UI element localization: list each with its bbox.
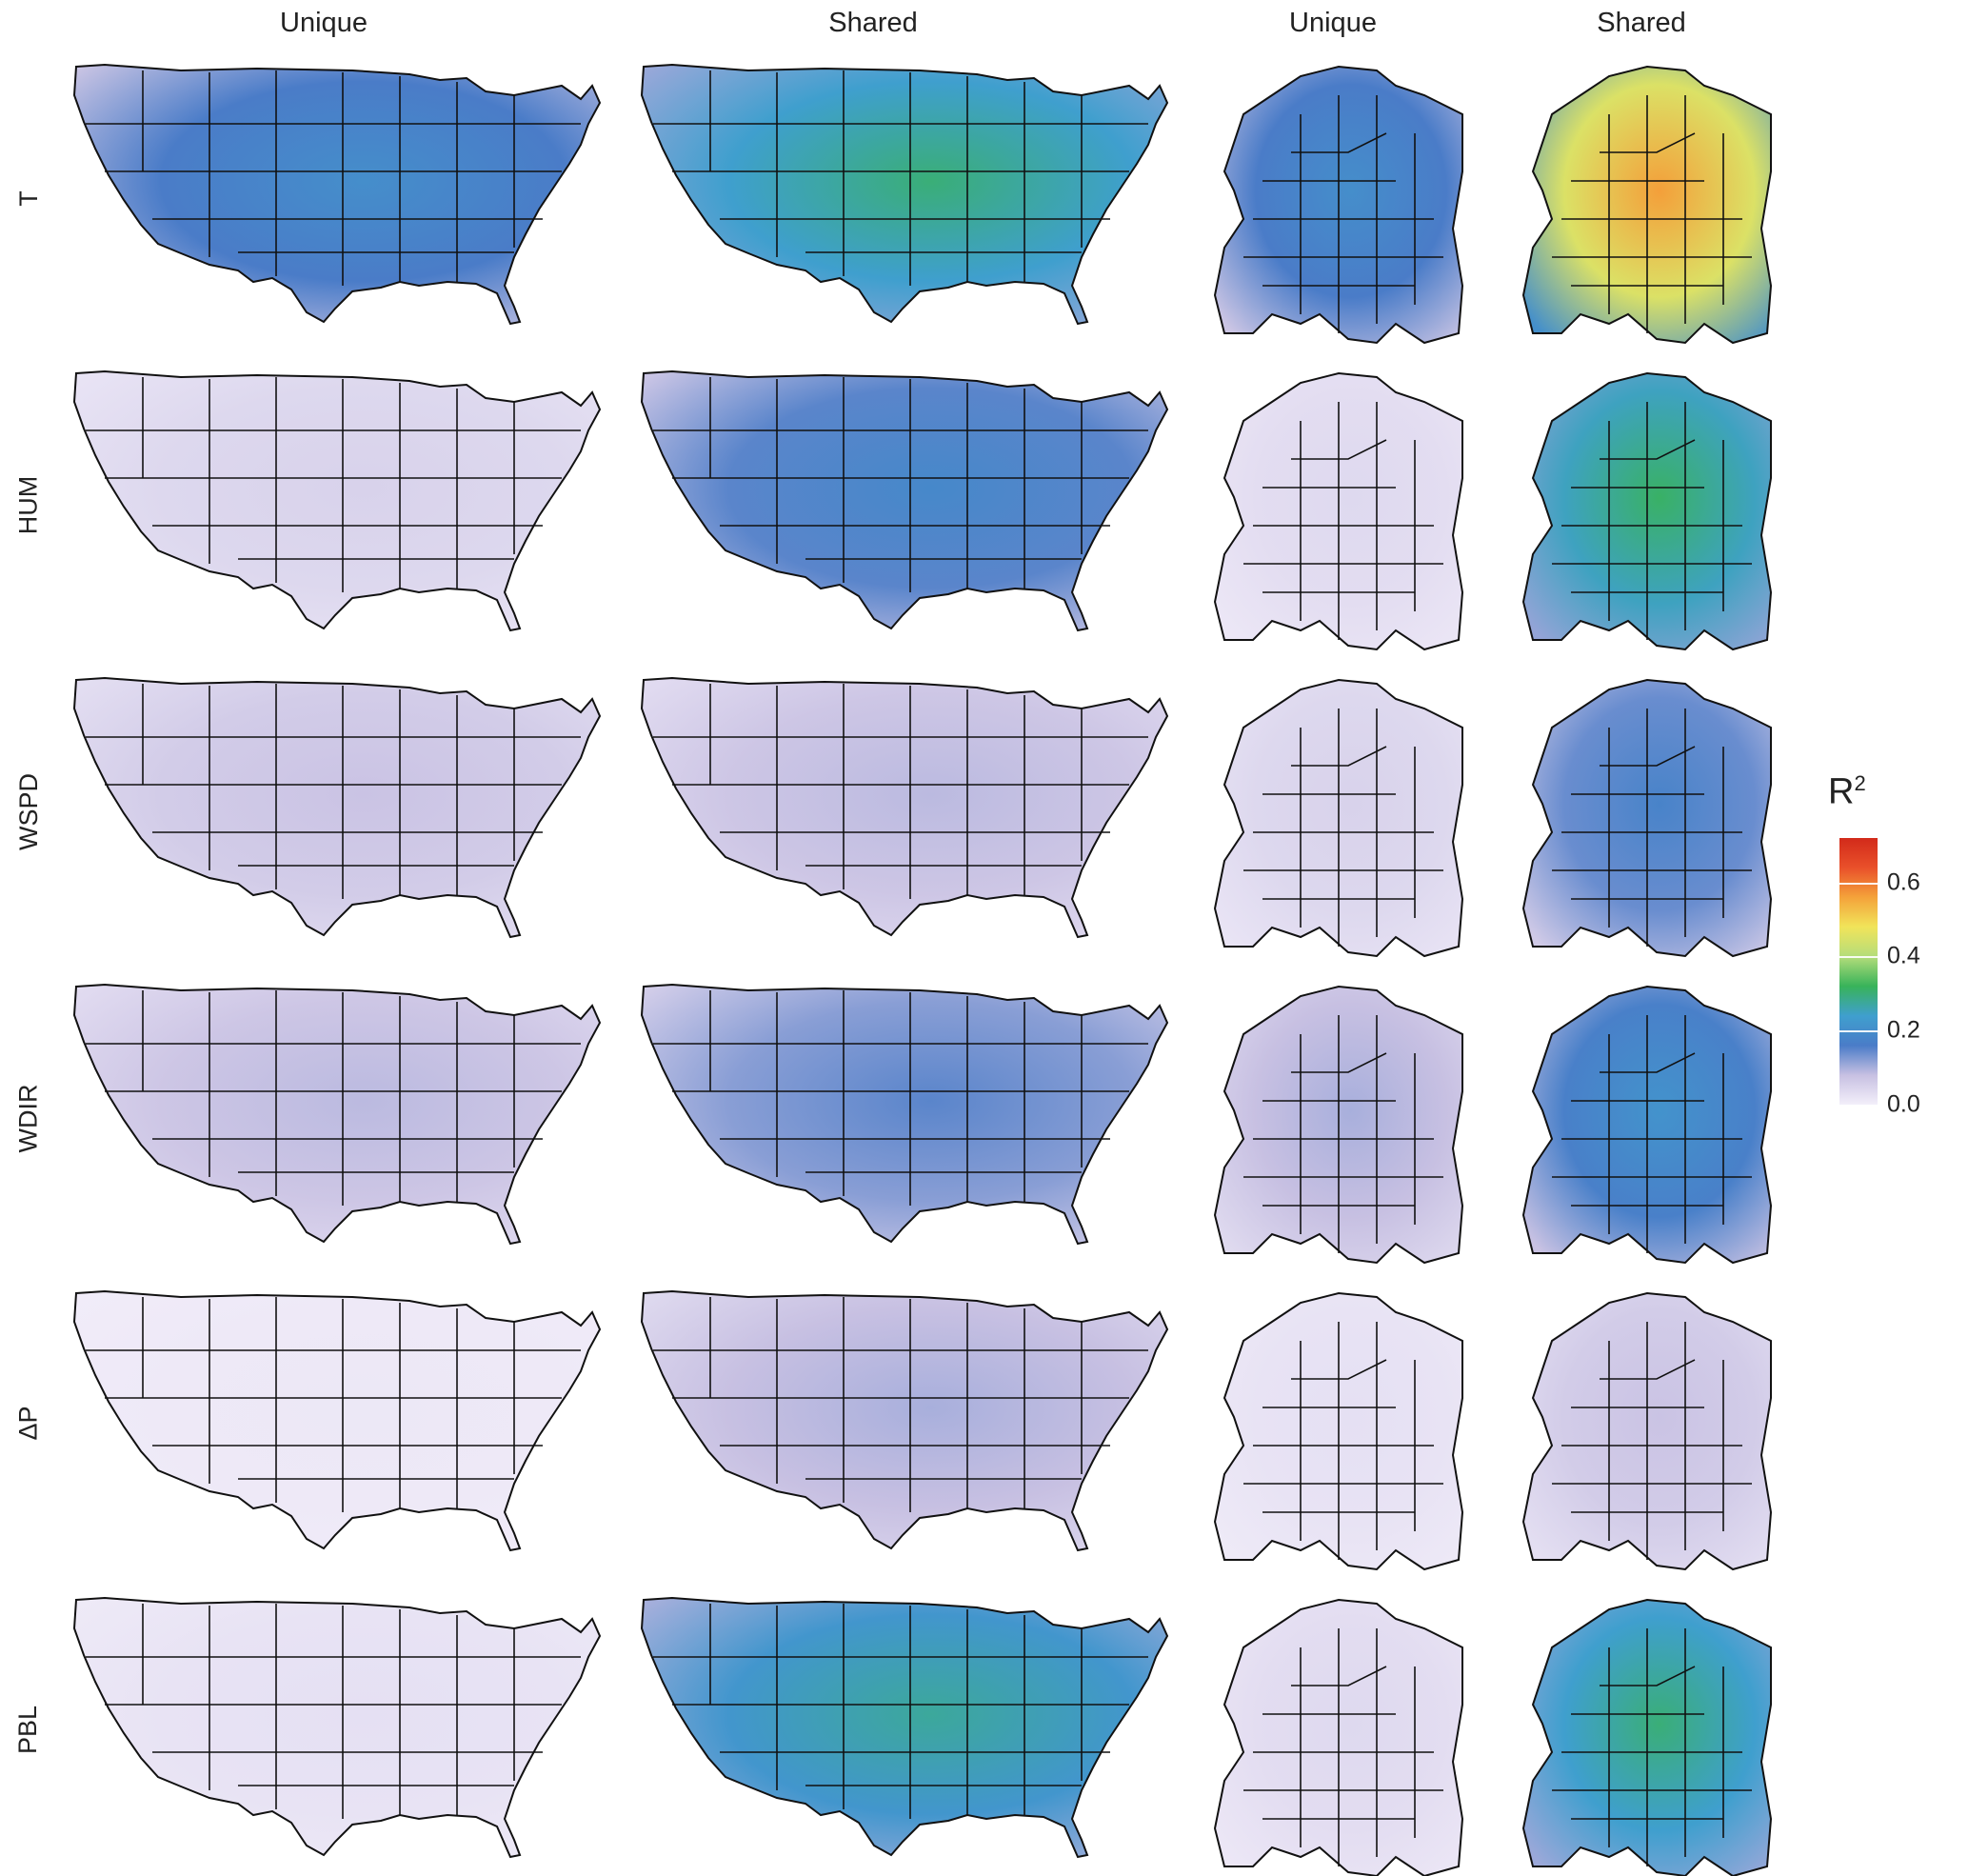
legend-tick-label: 0.4 — [1887, 942, 1920, 969]
country-border — [1600, 1666, 1696, 1686]
us-outline — [72, 676, 602, 939]
map-panel-wspd-europe-shared — [1514, 670, 1776, 958]
map-panel-delta-p-europe-shared — [1514, 1284, 1776, 1571]
us-outline — [72, 1289, 602, 1552]
country-border — [1600, 746, 1696, 767]
us-outline — [72, 369, 602, 632]
us-outline — [640, 1289, 1169, 1552]
country-border — [1600, 132, 1696, 153]
map-panel-wspd-us-shared — [634, 670, 1169, 947]
map-panel-pbl-us-unique — [67, 1590, 602, 1866]
map-panel-wspd-us-unique — [67, 670, 602, 947]
map-panel-wdir-europe-shared — [1514, 977, 1776, 1265]
legend-tick-label: 0.6 — [1887, 868, 1920, 896]
us-outline — [640, 983, 1169, 1246]
country-border — [1291, 132, 1387, 153]
map-panel-delta-p-us-unique — [67, 1284, 602, 1560]
legend-tick-label: 0.2 — [1887, 1016, 1920, 1044]
map-panel-pbl-europe-shared — [1514, 1590, 1776, 1876]
map-panel-t-europe-unique — [1205, 57, 1467, 345]
column-header-us-unique: Unique — [280, 8, 368, 38]
country-border — [1600, 1359, 1696, 1380]
column-header-europe-unique: Unique — [1289, 8, 1377, 38]
country-border — [1291, 1052, 1387, 1073]
country-border — [1600, 1052, 1696, 1073]
country-border — [1291, 746, 1387, 767]
map-panel-hum-us-unique — [67, 364, 602, 640]
us-outline — [640, 676, 1169, 939]
legend-title: R2 — [1828, 771, 1866, 812]
map-panel-delta-p-europe-unique — [1205, 1284, 1467, 1571]
legend-tick-mark — [1839, 1030, 1878, 1033]
map-panel-delta-p-us-shared — [634, 1284, 1169, 1560]
r2-legend: R2 0.0 0.2 0.4 0.6 — [1828, 771, 1961, 1118]
map-panel-wdir-us-shared — [634, 977, 1169, 1253]
us-outline — [72, 63, 602, 326]
map-panel-pbl-europe-unique — [1205, 1590, 1467, 1876]
map-panel-t-us-shared — [634, 57, 1169, 333]
row-label-t: T — [13, 190, 43, 207]
country-border — [1291, 1666, 1387, 1686]
row-label-pbl: PBL — [13, 1705, 43, 1754]
legend-tick-label: 0.0 — [1887, 1090, 1920, 1118]
us-outline — [72, 983, 602, 1246]
row-label-hum: HUM — [13, 475, 43, 534]
us-outline — [72, 1596, 602, 1859]
country-border — [1291, 439, 1387, 460]
map-panel-t-europe-shared — [1514, 57, 1776, 345]
map-panel-hum-europe-shared — [1514, 364, 1776, 651]
legend-color-bar — [1839, 838, 1878, 1105]
row-label-wdir: WDIR — [13, 1084, 43, 1152]
map-panel-hum-us-shared — [634, 364, 1169, 640]
column-header-europe-shared: Shared — [1597, 8, 1686, 38]
country-border — [1291, 1359, 1387, 1380]
column-header-us-shared: Shared — [828, 8, 918, 38]
map-panel-pbl-us-shared — [634, 1590, 1169, 1866]
us-outline — [640, 1596, 1169, 1859]
map-panel-wdir-europe-unique — [1205, 977, 1467, 1265]
map-panel-wspd-europe-unique — [1205, 670, 1467, 958]
legend-tick-mark — [1839, 956, 1878, 959]
legend-tick-mark — [1839, 1105, 1878, 1107]
us-outline — [640, 63, 1169, 326]
legend-tick-mark — [1839, 882, 1878, 885]
country-border — [1600, 439, 1696, 460]
row-label-wspd: WSPD — [13, 772, 43, 850]
map-panel-wdir-us-unique — [67, 977, 602, 1253]
map-panel-hum-europe-unique — [1205, 364, 1467, 651]
us-outline — [640, 369, 1169, 632]
row-label-delta-p: ΔP — [13, 1405, 43, 1441]
map-panel-t-us-unique — [67, 57, 602, 333]
